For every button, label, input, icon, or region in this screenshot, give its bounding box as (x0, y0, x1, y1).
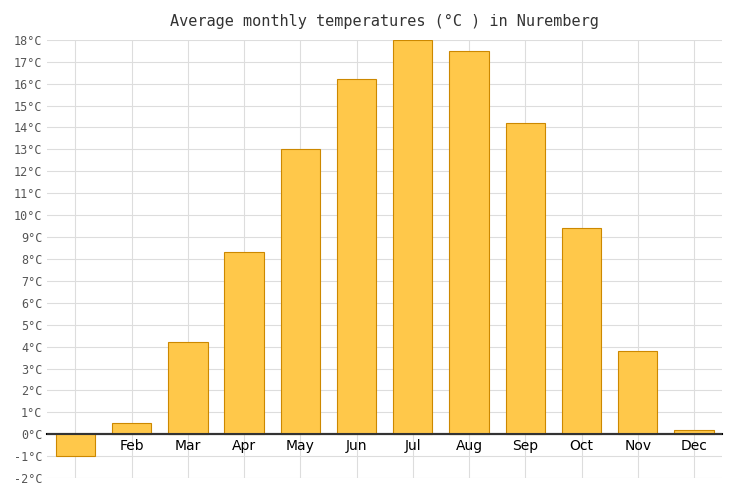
Bar (168, 342, 208, 434)
Bar (618, 351, 657, 434)
Bar (393, 40, 433, 434)
Bar (562, 228, 601, 434)
Title: Average monthly temperatures (°C ) in Nuremberg: Average monthly temperatures (°C ) in Nu… (170, 14, 599, 29)
Bar (112, 424, 152, 434)
Bar (224, 252, 263, 434)
Bar (674, 430, 714, 434)
Bar (280, 150, 320, 435)
Bar (506, 123, 545, 434)
Bar (450, 51, 489, 434)
Bar (337, 79, 376, 434)
Bar (56, 434, 95, 456)
